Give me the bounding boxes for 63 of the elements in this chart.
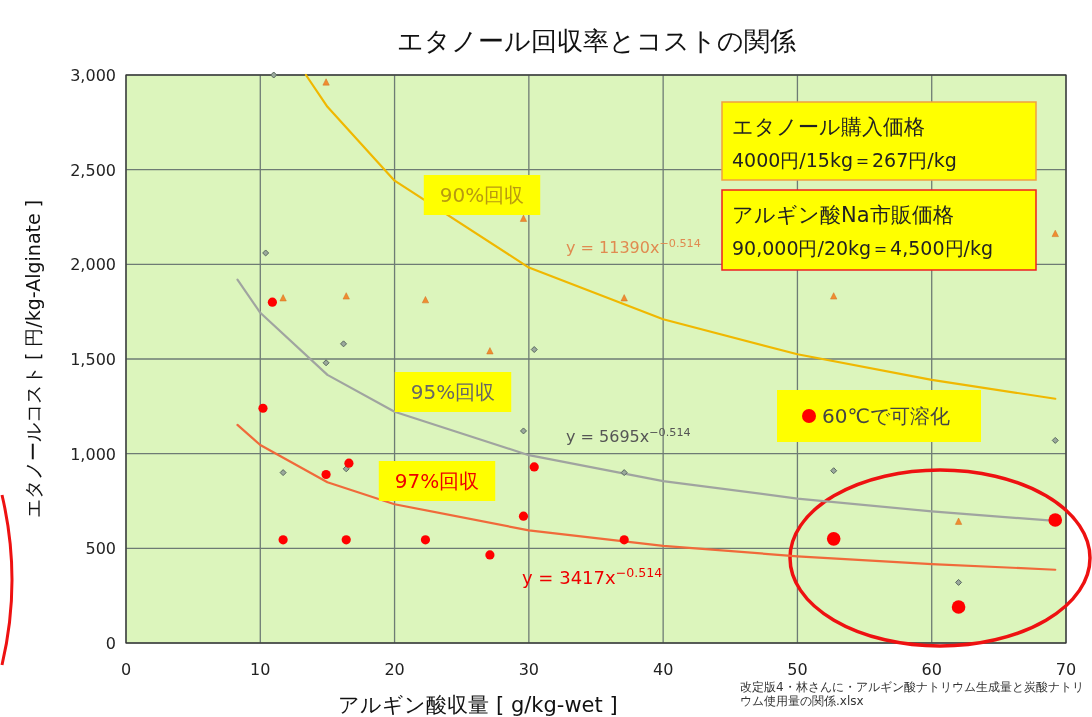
point <box>620 294 628 302</box>
chart-title: エタノール回収率とコストの関係 <box>396 26 796 56</box>
point <box>951 600 966 614</box>
annotation: y = 3417x$^{−0.514}$ <box>522 564 663 589</box>
point <box>619 535 629 545</box>
point <box>322 78 330 86</box>
y-tick-label: 1,500 <box>70 350 116 369</box>
point <box>420 535 431 545</box>
point <box>340 340 348 348</box>
y-tick-label: 3,000 <box>70 66 116 85</box>
x-tick-label: 70 <box>1055 660 1077 679</box>
x-tick-label: 40 <box>652 660 674 679</box>
point <box>342 465 350 473</box>
annotation: 90%回収 <box>439 183 525 207</box>
point <box>342 292 350 300</box>
point <box>341 535 351 545</box>
point <box>530 346 538 354</box>
annotation: 95%回収 <box>410 380 496 404</box>
y-tick-label: 2,000 <box>70 255 116 275</box>
x-axis-title: アルギン酸収量 [ g/kg-wet ] <box>338 693 618 717</box>
point <box>422 296 429 304</box>
point <box>270 71 278 79</box>
y-axis-title: エタノールコスト [ 円/kg-Alginate ] <box>22 199 44 519</box>
point <box>1051 436 1059 444</box>
annotation: エタノール購入価格 4000円/15kg＝267円/kg <box>732 115 957 171</box>
point <box>518 511 529 521</box>
point <box>322 359 330 367</box>
y-tick-label: 1,000 <box>70 444 116 464</box>
line-series <box>304 73 1057 400</box>
x-tick-label: 10 <box>250 660 271 679</box>
x-tick-label: 50 <box>787 660 808 679</box>
point <box>955 517 963 525</box>
point <box>278 535 288 545</box>
point <box>830 467 838 475</box>
legend-label: 60℃で可溶化 <box>822 404 950 428</box>
point <box>826 532 841 546</box>
point <box>1048 513 1063 527</box>
point <box>529 462 539 472</box>
point <box>1051 229 1059 237</box>
point <box>267 297 277 307</box>
text: 改定版4・林さんに・アルギン酸ナトリウム生成量と炭酸ナトリウム使用量の関係.xlsx <box>740 680 1085 708</box>
x-tick-label: 20 <box>384 660 405 679</box>
point <box>620 469 628 477</box>
annotation: アルギン酸Na市販価格 90,000円/20kg＝4,500円/kg <box>732 203 993 259</box>
point <box>344 458 354 468</box>
x-tick-label: 60 <box>921 660 942 679</box>
point <box>258 403 268 413</box>
y-tick-label: 500 <box>85 539 116 559</box>
point <box>520 214 527 222</box>
y-tick-label: 0 <box>105 634 116 653</box>
point <box>830 292 838 300</box>
x-tick-label: 0 <box>120 660 132 679</box>
y-tick-label: 2,500 <box>70 160 116 180</box>
point <box>262 249 270 257</box>
x-tick-label: 30 <box>518 660 540 679</box>
point <box>321 469 331 480</box>
point <box>519 427 527 435</box>
point <box>486 347 494 355</box>
point <box>955 578 963 586</box>
point <box>279 294 287 302</box>
point <box>279 469 287 477</box>
annotation: 97%回収 <box>394 469 480 493</box>
point <box>485 550 495 560</box>
